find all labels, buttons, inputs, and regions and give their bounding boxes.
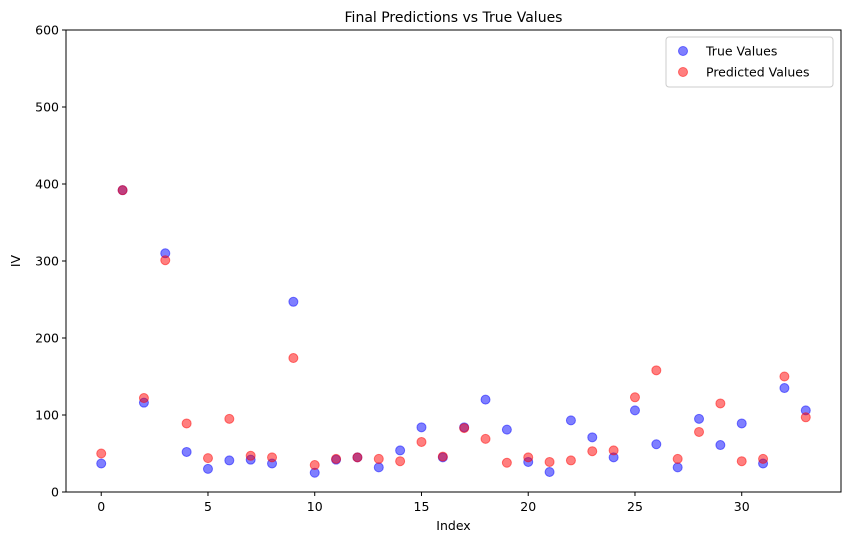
point-predicted-values <box>224 413 235 424</box>
x-tick-label: 25 <box>627 499 643 514</box>
point-predicted-values <box>138 393 149 404</box>
legend-box <box>665 36 834 88</box>
legend: True Values Predicted Values <box>665 36 834 88</box>
point-predicted-values <box>181 418 192 429</box>
point-predicted-values <box>736 456 747 467</box>
x-axis-label: Index <box>436 518 470 533</box>
point-predicted-values <box>672 453 683 464</box>
point-predicted-values <box>694 426 705 437</box>
point-predicted-values <box>309 460 320 471</box>
legend-marker-predicted-values <box>678 67 688 77</box>
point-true-values <box>672 462 683 473</box>
point-predicted-values <box>523 452 534 463</box>
y-tick-label: 400 <box>35 177 59 192</box>
point-predicted-values <box>800 412 811 423</box>
point-true-values <box>651 439 662 450</box>
y-tick-label: 300 <box>35 254 59 269</box>
x-tick-label: 0 <box>97 499 105 514</box>
point-predicted-values <box>501 457 512 468</box>
point-predicted-values <box>202 453 213 464</box>
x-tick-label: 10 <box>307 499 323 514</box>
point-predicted-values <box>459 423 470 434</box>
point-predicted-values <box>395 456 406 467</box>
x-tick-label: 15 <box>414 499 430 514</box>
y-tick-label: 500 <box>35 100 59 115</box>
point-predicted-values <box>480 433 491 444</box>
point-true-values <box>715 440 726 451</box>
legend-marker-true-values <box>678 46 688 56</box>
point-predicted-values <box>587 446 598 457</box>
point-predicted-values <box>117 185 128 196</box>
point-predicted-values <box>715 398 726 409</box>
point-predicted-values <box>96 448 107 459</box>
point-true-values <box>224 455 235 466</box>
legend-label-predicted-values: Predicted Values <box>706 65 810 80</box>
point-true-values <box>181 446 192 457</box>
y-tick-label: 200 <box>35 331 59 346</box>
point-predicted-values <box>565 455 576 466</box>
point-predicted-values <box>352 452 363 463</box>
point-true-values <box>96 458 107 469</box>
x-tick-label: 30 <box>734 499 750 514</box>
point-true-values <box>373 462 384 473</box>
point-predicted-values <box>288 353 299 364</box>
point-predicted-values <box>544 456 555 467</box>
point-true-values <box>694 413 705 424</box>
data-points <box>96 185 811 478</box>
legend-label-true-values: True Values <box>705 44 777 59</box>
axes-frame <box>65 29 842 493</box>
point-true-values <box>565 415 576 426</box>
point-predicted-values <box>245 450 256 461</box>
point-predicted-values <box>629 392 640 403</box>
point-true-values <box>501 424 512 435</box>
point-predicted-values <box>331 453 342 464</box>
point-true-values <box>629 405 640 416</box>
point-true-values <box>202 463 213 474</box>
point-true-values <box>736 418 747 429</box>
point-true-values <box>395 445 406 456</box>
point-true-values <box>288 296 299 307</box>
point-predicted-values <box>160 255 171 266</box>
point-true-values <box>544 466 555 477</box>
y-axis-ticks: 0 100 200 300 400 500 600 <box>35 23 66 500</box>
point-predicted-values <box>416 436 427 447</box>
point-predicted-values <box>758 453 769 464</box>
y-tick-label: 100 <box>35 408 59 423</box>
point-predicted-values <box>373 453 384 464</box>
point-predicted-values <box>651 365 662 376</box>
point-true-values <box>480 394 491 405</box>
point-predicted-values <box>437 451 448 462</box>
point-true-values <box>416 422 427 433</box>
x-tick-label: 5 <box>204 499 212 514</box>
y-axis-label: IV <box>8 254 23 267</box>
y-tick-label: 0 <box>51 485 59 500</box>
point-true-values <box>587 432 598 443</box>
x-axis-ticks: 0 5 10 15 20 25 30 <box>97 492 750 514</box>
x-tick-label: 20 <box>520 499 536 514</box>
point-true-values <box>779 383 790 394</box>
point-predicted-values <box>608 445 619 456</box>
y-tick-label: 600 <box>35 23 59 38</box>
point-predicted-values <box>779 371 790 382</box>
chart-title: Final Predictions vs True Values <box>345 10 563 26</box>
point-predicted-values <box>267 452 278 463</box>
